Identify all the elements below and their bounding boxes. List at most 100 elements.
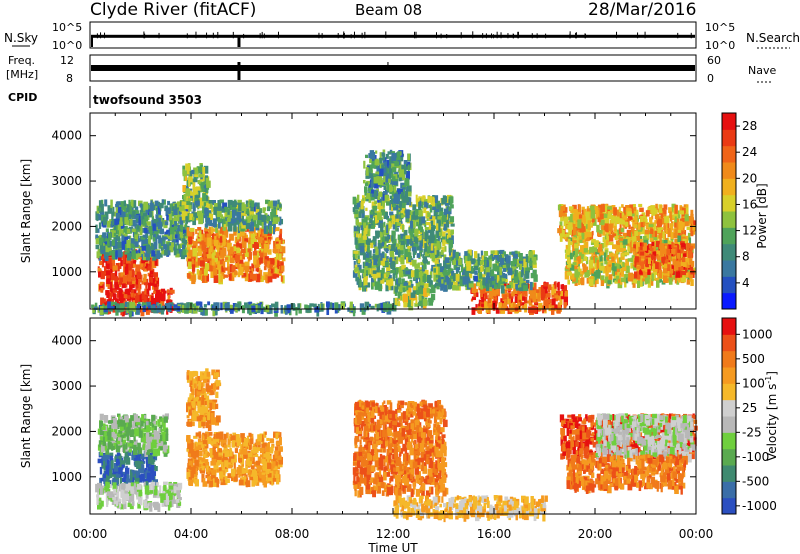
data-cell — [415, 281, 421, 291]
data-cell — [543, 299, 549, 307]
data-cell — [651, 273, 654, 282]
data-cell — [611, 256, 615, 262]
data-cell — [375, 251, 378, 256]
data-cell — [467, 273, 473, 279]
data-cell — [516, 303, 519, 309]
data-cell — [129, 219, 133, 226]
data-cell — [259, 208, 263, 214]
data-cell — [663, 233, 667, 239]
data-cell — [523, 285, 528, 292]
data-cell — [595, 270, 601, 279]
data-cell — [489, 283, 492, 291]
data-cell — [426, 288, 430, 293]
data-cell — [376, 264, 381, 273]
data-cell — [640, 242, 645, 251]
data-cell — [685, 257, 690, 265]
data-cell — [192, 181, 196, 190]
data-cell — [506, 292, 511, 298]
data-cell — [452, 285, 456, 291]
data-cell — [204, 263, 210, 270]
data-cell — [229, 272, 235, 282]
data-cell — [619, 257, 623, 263]
data-cell — [162, 236, 167, 240]
data-cell — [222, 202, 228, 209]
data-cell — [383, 190, 388, 195]
data-cell — [631, 236, 635, 242]
data-cell — [563, 218, 567, 227]
data-cell — [224, 257, 229, 261]
data-cell — [121, 294, 126, 303]
data-cell — [403, 160, 408, 165]
data-cell — [579, 239, 583, 244]
data-cell — [457, 252, 461, 257]
data-cell — [149, 273, 154, 277]
data-cell — [475, 304, 478, 308]
data-cell — [471, 307, 476, 315]
data-cell — [169, 203, 173, 208]
data-cell — [121, 241, 125, 250]
data-cell — [505, 279, 508, 283]
data-cell — [501, 278, 506, 282]
data-cell — [244, 238, 249, 243]
data-cell — [185, 163, 190, 171]
data-cell — [404, 169, 407, 175]
data-cell — [538, 287, 542, 296]
data-cell — [418, 230, 423, 235]
data-cell — [395, 204, 399, 211]
data-cell — [390, 278, 394, 286]
data-cell — [357, 269, 360, 275]
data-cell — [158, 252, 163, 258]
data-cell — [269, 225, 272, 234]
data-cell — [394, 157, 398, 167]
data-cell — [399, 242, 404, 251]
data-cell — [145, 209, 149, 214]
data-cell — [621, 212, 625, 218]
data-cell — [521, 267, 524, 275]
data-cell — [511, 273, 516, 282]
data-cell — [236, 226, 240, 233]
data-cell — [214, 236, 217, 240]
data-cell — [369, 158, 372, 164]
data-cell — [614, 236, 619, 240]
data-cell — [148, 282, 151, 291]
data-cell — [200, 234, 203, 241]
data-cell — [395, 273, 398, 279]
data-cell — [532, 269, 537, 276]
data-cell — [620, 268, 624, 277]
data-cell — [166, 289, 170, 294]
noise-right-label: N.Search — [746, 31, 800, 45]
data-cell — [101, 259, 105, 268]
data-cell — [626, 229, 632, 238]
data-cell — [147, 272, 151, 277]
data-cell — [599, 265, 605, 271]
data-cell — [232, 254, 237, 258]
data-cell — [259, 269, 263, 276]
data-cell — [200, 257, 203, 261]
data-cell — [214, 261, 220, 268]
data-cell — [444, 261, 447, 270]
data-cell — [515, 283, 519, 290]
data-cell — [211, 239, 216, 245]
data-cell — [424, 252, 428, 260]
data-cell — [389, 250, 394, 259]
data-cell — [401, 214, 405, 218]
data-cell — [109, 288, 115, 295]
data-cell — [145, 249, 149, 255]
data-cell — [584, 272, 589, 278]
data-cell — [692, 229, 696, 235]
data-cell — [580, 271, 584, 275]
data-cell — [444, 246, 447, 252]
data-cell — [118, 227, 123, 237]
data-cell — [355, 267, 359, 271]
data-cell — [428, 224, 432, 230]
data-cell — [239, 267, 244, 276]
data-cell — [100, 288, 104, 293]
freq-label-line1: Freq. — [8, 54, 35, 67]
data-cell — [219, 236, 223, 243]
data-cell — [572, 208, 577, 212]
data-cell — [242, 253, 245, 260]
data-cell — [511, 251, 516, 256]
data-cell — [144, 253, 150, 257]
data-cell — [604, 259, 608, 265]
data-cell — [224, 274, 228, 278]
